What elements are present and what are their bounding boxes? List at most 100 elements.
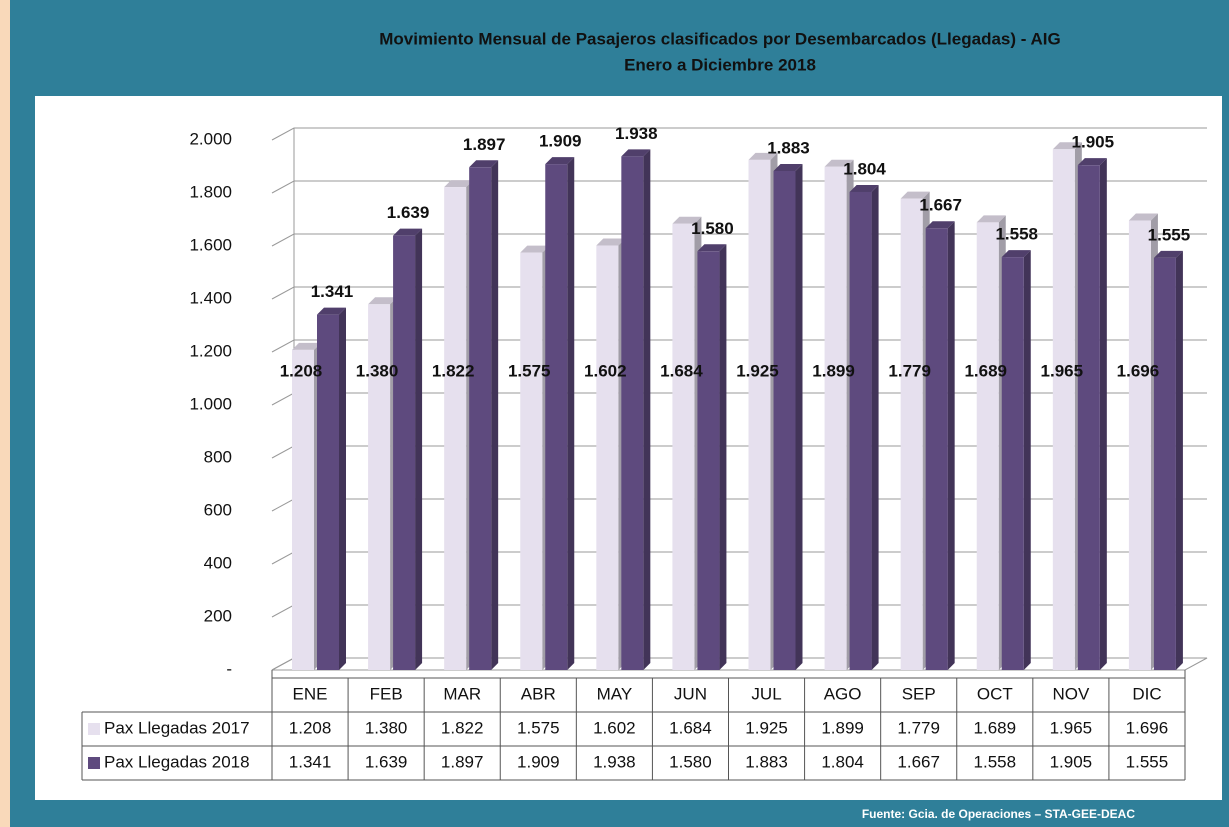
bar-side [871,184,879,670]
data-label: 1.804 [843,159,886,178]
bar-side [795,164,803,670]
data-label: 1.341 [311,282,354,301]
table-cell: 1.925 [745,718,788,737]
table-cell: 1.883 [745,752,788,771]
bar [469,167,492,671]
bar [1153,257,1176,670]
data-label: 1.575 [508,361,551,380]
table-cell: 1.684 [669,718,712,737]
bar-side [567,157,575,671]
table-cell: 1.779 [897,718,940,737]
bar-top [520,245,550,253]
data-label: 1.905 [1072,133,1115,152]
data-label: 1.380 [356,361,399,380]
bar [292,349,314,670]
data-label: 1.899 [812,361,855,380]
bar [925,228,948,670]
legend-label: Pax Llegadas 2018 [104,752,250,771]
bar [368,304,391,670]
data-label: 1.938 [615,124,658,143]
y-tick-label: 1.400 [189,288,232,307]
bar-top [1153,250,1183,258]
bar-top [469,160,499,168]
bar-top [976,215,1006,223]
x-tick-label: JUL [751,684,781,703]
bar-side [719,244,727,671]
data-label: 1.909 [539,132,582,151]
data-label: 1.580 [691,219,734,238]
y-tick-label: 1.000 [189,394,232,413]
table-cell: 1.938 [593,752,636,771]
bar-top [824,159,854,167]
table-cell: 1.639 [365,752,408,771]
table-cell: 1.208 [289,718,332,737]
x-tick-label: DIC [1132,684,1161,703]
bar-top [1001,250,1031,258]
y-tick-label: 800 [204,447,232,466]
source-note: Fuente: Gcia. de Operaciones – STA-GEE-D… [862,807,1136,821]
bar [976,222,999,671]
data-label: 1.779 [888,361,931,380]
bar [672,223,695,671]
data-label: 1.667 [919,196,962,215]
data-label: 1.639 [387,203,430,222]
bar-top [900,191,930,199]
table-cell: 1.602 [593,718,636,737]
bar [748,159,771,670]
table-cell: 1.899 [821,718,864,737]
bar [1128,220,1151,670]
edge-strip [0,0,10,827]
bar-top [1052,142,1082,150]
y-tick-label: 1.600 [189,235,232,254]
bar-side [1175,250,1183,671]
bar-side [1099,158,1107,671]
data-label: 1.555 [1148,225,1191,244]
data-label: 1.696 [1117,361,1160,380]
data-label: 1.602 [584,361,627,380]
x-tick-label: MAR [443,684,481,703]
y-tick-label: 1.200 [189,341,232,360]
bar-side [947,221,955,670]
table-cell: 1.575 [517,718,560,737]
bar [773,171,796,670]
bar-side [1023,250,1031,670]
data-label: 1.925 [736,361,779,380]
table-cell: 1.696 [1126,718,1169,737]
bar-top [596,238,626,246]
bar [697,251,720,671]
x-tick-label: FEB [370,684,403,703]
bar [621,156,644,670]
bar [596,245,619,670]
bar [824,166,847,670]
bar [900,198,923,670]
table-cell: 1.689 [974,718,1017,737]
x-tick-label: JUN [674,684,707,703]
table-cell: 1.380 [365,718,408,737]
table-cell: 1.667 [897,752,940,771]
y-tick-label: 2.000 [189,129,232,148]
bar [849,191,872,670]
table-cell: 1.822 [441,718,484,737]
legend-swatch [88,757,100,769]
data-label: 1.689 [964,361,1007,380]
bar [1001,257,1024,670]
chart-title: Movimiento Mensual de Pasajeros clasific… [379,29,1060,48]
bar-top [672,216,702,224]
bar-top [925,221,955,229]
x-tick-label: NOV [1052,684,1090,703]
bar-top [773,164,803,172]
table-cell: 1.580 [669,752,712,771]
x-tick-label: ABR [521,684,556,703]
bar [444,187,467,671]
legend-swatch [88,723,100,735]
bar-top [545,157,575,165]
y-tick-label: 200 [204,606,232,625]
data-label: 1.883 [767,138,810,157]
bar-top [393,228,423,236]
bar [520,252,543,670]
grid-line [271,180,1207,194]
x-tick-label: SEP [902,684,936,703]
chart-subtitle: Enero a Diciembre 2018 [624,55,816,74]
table-cell: 1.909 [517,752,560,771]
